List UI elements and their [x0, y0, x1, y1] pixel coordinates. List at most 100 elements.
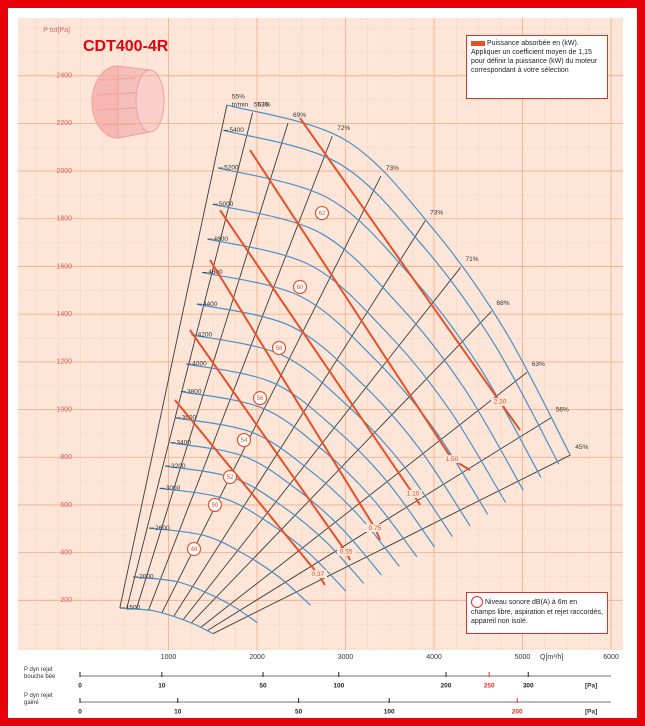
speed-curve: [119, 607, 214, 635]
noise-label: 56: [257, 396, 264, 402]
noise-label: 52: [227, 475, 234, 481]
efficiency-label: 63%: [532, 361, 545, 368]
speed-label: 4400: [203, 301, 218, 308]
speed-label: 3400: [176, 439, 191, 446]
power-label-bg: [308, 570, 327, 579]
efficiency-label: 56%: [556, 407, 569, 414]
scale-tick-label: 50: [295, 709, 303, 716]
power-label: 1.50: [446, 456, 459, 463]
speed-label: 4000: [192, 361, 207, 368]
power-label: 0.37: [312, 571, 325, 578]
noise-circle: [236, 432, 252, 448]
speed-curve: [133, 576, 258, 624]
y-tick-label: 2200: [56, 120, 72, 127]
speed-label: 3000: [166, 485, 181, 492]
scale-tick-label: 50: [259, 683, 267, 690]
x-tick-label: 6000: [603, 654, 619, 661]
scale-tick-label: 10: [174, 709, 182, 716]
efficiency-label: 72%: [337, 125, 350, 132]
power-label: 2.20: [494, 399, 507, 406]
scale-tick-label: 300: [523, 683, 534, 690]
power-swatch: [471, 40, 485, 46]
power-label-bg: [442, 455, 461, 464]
speed-label: 4200: [198, 332, 213, 339]
noise-circle: [271, 340, 287, 356]
noise-circle: [222, 469, 238, 485]
noise-label: 54: [241, 438, 248, 444]
scale-unit: [Pa]: [585, 683, 597, 690]
y-tick-label: 200: [60, 597, 72, 604]
noise-circle: [252, 390, 268, 406]
speed-label: 3800: [187, 388, 202, 395]
fan-icon: [91, 65, 165, 139]
y-tick-label: 2400: [56, 73, 72, 80]
speed-label: 4600: [208, 269, 223, 276]
y-axis-label: P tot[Pa]: [43, 27, 70, 34]
speed-curve: [226, 104, 571, 456]
efficiency-label: 55%: [232, 94, 245, 101]
efficiency-label: 45%: [575, 444, 588, 451]
speed-label: 1500: [126, 605, 141, 612]
speed-curve: [149, 527, 311, 606]
efficiency-label: 73%: [386, 165, 399, 172]
efficiency-line: [126, 112, 254, 609]
speed-curve: [223, 129, 560, 465]
y-tick-label: 1000: [56, 406, 72, 413]
power-label-bg: [337, 547, 356, 556]
noise-legend-text: Niveau sonore dB(A) à 6m en champs libre…: [471, 598, 603, 625]
scale-tick-label: 10: [158, 683, 166, 690]
efficiency-line: [200, 371, 528, 628]
x-tick-label: 3000: [338, 654, 354, 661]
noise-label: 62: [319, 211, 326, 217]
speed-curve: [191, 334, 453, 537]
speed-label: 5530: [254, 102, 269, 109]
speed-curve: [180, 391, 418, 558]
noise-legend: Niveau sonore dB(A) à 6m en champs libre…: [466, 592, 608, 634]
efficiency-line: [135, 123, 289, 610]
speed-label: 5200: [224, 165, 239, 172]
noise-label: 50: [212, 503, 219, 509]
scale-tick-label: 200: [441, 683, 452, 690]
scale-unit: [Pa]: [585, 709, 597, 716]
noise-swatch: [471, 596, 483, 608]
chart-title: CDT400-4R: [83, 38, 169, 55]
scale-label: P dyn rejet bouche bée: [24, 667, 56, 680]
power-legend: Puissance absorbée en (kW). Appliquer un…: [466, 35, 608, 99]
speed-label: 2600: [155, 525, 170, 532]
efficiency-label: 71%: [466, 256, 479, 263]
speed-label: 4800: [214, 236, 229, 243]
efficiency-label: 63%: [258, 101, 271, 108]
power-label: 0.75: [369, 525, 382, 532]
speed-curve: [207, 238, 507, 503]
y-tick-label: 1400: [56, 311, 72, 318]
speed-curve: [186, 363, 436, 548]
efficiency-label: 69%: [293, 112, 306, 119]
x-tick-label: 1000: [161, 654, 177, 661]
power-label-bg: [365, 524, 384, 533]
scale-tick-label: 0: [78, 709, 82, 716]
x-tick-label: 2000: [249, 654, 265, 661]
noise-circle: [186, 541, 202, 557]
y-tick-label: 1200: [56, 359, 72, 366]
speed-curve: [196, 303, 471, 527]
speed-curve: [212, 203, 524, 491]
noise-circle: [314, 205, 330, 221]
x-tick-label: 4000: [426, 654, 442, 661]
speed-label: 5400: [229, 127, 244, 134]
speed-curve: [170, 442, 382, 576]
scale-tick-label: 250: [484, 683, 495, 690]
speed-curve: [159, 487, 347, 592]
y-tick-label: 2000: [56, 168, 72, 175]
power-legend-text: Puissance absorbée en (kW). Appliquer un…: [471, 40, 598, 74]
y-tick-label: 600: [60, 502, 72, 509]
scale-tick-label: 200: [512, 709, 523, 716]
scale-tick-label: 0: [78, 683, 82, 690]
scale-label: P dyn rejet gainé: [24, 693, 53, 706]
speed-label: 3200: [171, 463, 186, 470]
power-label-bg: [491, 397, 510, 406]
noise-circle: [207, 497, 223, 513]
efficiency-label: 73%: [430, 210, 443, 217]
x-axis-label: Q[m³/h]: [540, 654, 563, 661]
